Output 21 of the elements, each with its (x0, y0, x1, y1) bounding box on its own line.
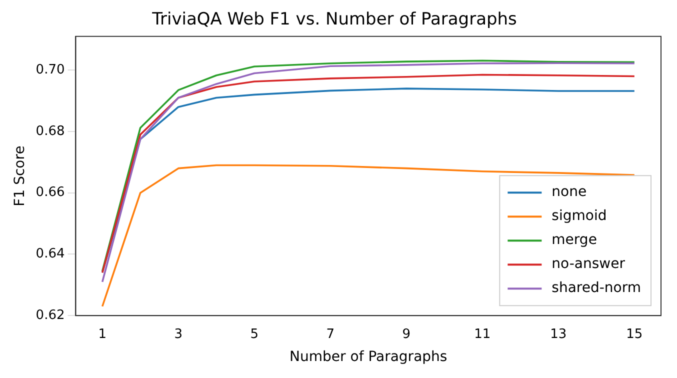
y-tick-label: 0.66 (36, 185, 65, 200)
x-tick-label: 13 (550, 326, 567, 342)
x-tick-label: 9 (402, 326, 411, 342)
x-tick-label: 7 (326, 326, 335, 342)
x-tick-label: 3 (174, 326, 182, 342)
legend-label: no-answer (552, 256, 626, 272)
x-tick-label: 15 (626, 326, 643, 342)
x-axis-title: Number of Paragraphs (290, 349, 448, 366)
y-tick-label: 0.62 (36, 308, 65, 323)
x-tick-label: 1 (98, 326, 106, 342)
y-tick-label: 0.64 (36, 246, 65, 262)
chart-title: TriviaQA Web F1 vs. Number of Paragraphs (151, 10, 518, 30)
x-tick-label: 11 (474, 326, 491, 342)
legend-label: sigmoid (552, 208, 607, 224)
y-axis-title: F1 Score (12, 146, 28, 206)
legend-label: merge (552, 232, 597, 248)
y-tick-label: 0.68 (36, 124, 65, 139)
legend-label: none (552, 184, 587, 200)
x-tick-label: 5 (250, 326, 259, 342)
y-tick-label: 0.70 (36, 62, 65, 78)
legend-label: shared-norm (552, 280, 642, 296)
